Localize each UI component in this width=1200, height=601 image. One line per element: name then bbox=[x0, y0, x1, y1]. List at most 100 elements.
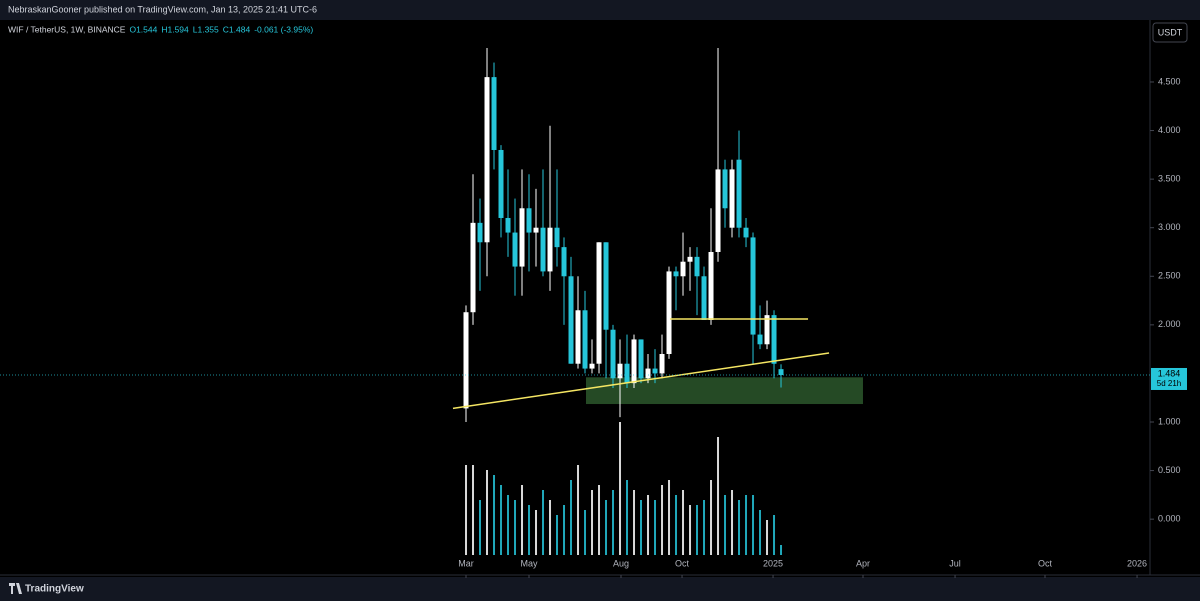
volume-bar bbox=[703, 500, 706, 555]
publisher: NebraskanGooner published on TradingView… bbox=[8, 4, 317, 14]
volume-bar bbox=[612, 490, 615, 555]
candle-body bbox=[568, 276, 574, 364]
candle-body bbox=[687, 256, 693, 262]
candle-body bbox=[645, 368, 651, 379]
candle-body bbox=[498, 149, 504, 218]
candle-body bbox=[771, 315, 777, 364]
volume-bar bbox=[535, 510, 538, 555]
candle-body bbox=[575, 310, 581, 364]
price-label-bg bbox=[1151, 367, 1187, 390]
y-tick-label: 0.000 bbox=[1158, 514, 1181, 524]
x-tick-label: May bbox=[521, 558, 539, 568]
volume-bar bbox=[584, 510, 587, 555]
volume-bar bbox=[479, 500, 482, 555]
volume-bar bbox=[570, 480, 573, 555]
volume-bar bbox=[493, 475, 496, 555]
x-tick-label: 2025 bbox=[763, 558, 783, 568]
volume-bar bbox=[521, 485, 524, 555]
y-tick-label: 4.500 bbox=[1158, 76, 1181, 86]
x-tick-label: Oct bbox=[675, 558, 690, 568]
candle-body bbox=[694, 256, 700, 277]
candle-body bbox=[750, 237, 756, 335]
candle-body bbox=[512, 232, 518, 267]
legend: WIF / TetherUS, 1W, BINANCE O1.544 H1.594 L… bbox=[8, 24, 313, 34]
ohlc-value: L1.355 bbox=[193, 24, 219, 34]
x-tick-label: 2026 bbox=[1127, 558, 1147, 568]
candle-body bbox=[701, 276, 707, 320]
candle-body bbox=[652, 368, 658, 374]
candle-body bbox=[589, 363, 595, 369]
y-tick-label: 3.500 bbox=[1158, 174, 1181, 184]
y-tick-label: 0.500 bbox=[1158, 465, 1181, 475]
logo bbox=[9, 583, 22, 594]
volume-bar bbox=[542, 490, 545, 555]
trendline bbox=[452, 352, 830, 410]
candle-body bbox=[491, 77, 497, 150]
candle-body bbox=[610, 329, 616, 379]
brand: TradingView bbox=[25, 584, 84, 595]
candle-body bbox=[708, 251, 714, 320]
candle-body bbox=[673, 271, 679, 277]
volume-bar bbox=[626, 480, 629, 555]
volume-bar bbox=[556, 515, 559, 555]
volume-bar bbox=[766, 520, 769, 555]
volume-bar bbox=[619, 422, 622, 555]
x-tick-label: Oct bbox=[1038, 558, 1053, 568]
volume-bar bbox=[661, 485, 664, 555]
candle-body bbox=[505, 217, 511, 233]
candle-body bbox=[540, 227, 546, 272]
candle-body bbox=[624, 363, 630, 384]
candle-body bbox=[463, 312, 469, 409]
y-tick-label: 1.000 bbox=[1158, 416, 1181, 426]
candle-body bbox=[582, 310, 588, 369]
candle-body bbox=[736, 159, 742, 228]
volume-bar bbox=[605, 500, 608, 555]
last-price: 1.484 bbox=[1158, 368, 1181, 378]
volume-bar bbox=[738, 500, 741, 555]
volume-bar bbox=[465, 465, 468, 555]
volume-bar bbox=[640, 500, 643, 555]
volume-bar bbox=[752, 495, 755, 555]
volume-bar bbox=[675, 495, 678, 555]
candle-body bbox=[729, 169, 735, 228]
candle-body bbox=[484, 77, 490, 243]
volume-bar bbox=[689, 505, 692, 555]
currency[interactable]: USDT bbox=[1158, 27, 1183, 37]
currency-button[interactable] bbox=[1152, 22, 1188, 43]
volume-bar bbox=[563, 505, 566, 555]
candle-body bbox=[519, 208, 525, 267]
countdown: 5d 21h bbox=[1157, 379, 1181, 388]
volume-bar bbox=[507, 495, 510, 555]
volume-bar bbox=[472, 465, 475, 555]
ohlc-value: O1.544 bbox=[129, 24, 157, 34]
candle-body bbox=[533, 227, 539, 233]
candle-body bbox=[561, 247, 567, 277]
volume-bar bbox=[773, 515, 776, 555]
candle-body bbox=[470, 222, 476, 313]
volume-bar bbox=[717, 437, 720, 555]
volume-bar bbox=[647, 495, 650, 555]
volume-bar bbox=[780, 545, 783, 555]
volume-bar bbox=[710, 480, 713, 555]
volume-bar bbox=[745, 495, 748, 555]
ohlc-value: C1.484 bbox=[223, 24, 251, 34]
candle-body bbox=[617, 363, 623, 379]
volume-bar bbox=[486, 470, 489, 555]
candle-body bbox=[477, 222, 483, 243]
volume-bar bbox=[731, 490, 734, 555]
x-tick-label: Apr bbox=[856, 558, 870, 568]
volume-bar bbox=[633, 490, 636, 555]
candle-body bbox=[631, 339, 637, 384]
candle-body bbox=[659, 353, 665, 374]
candle-body bbox=[638, 339, 644, 379]
candle-body bbox=[757, 334, 763, 345]
y-tick-label: 4.000 bbox=[1158, 125, 1181, 135]
volume-bar bbox=[549, 500, 552, 555]
volume-bar bbox=[528, 505, 531, 555]
x-tick-label: Mar bbox=[458, 558, 474, 568]
footer-bar bbox=[0, 577, 1200, 601]
candle-body bbox=[680, 261, 686, 277]
y-tick-label: 2.000 bbox=[1158, 319, 1181, 329]
volume-bar bbox=[500, 485, 503, 555]
